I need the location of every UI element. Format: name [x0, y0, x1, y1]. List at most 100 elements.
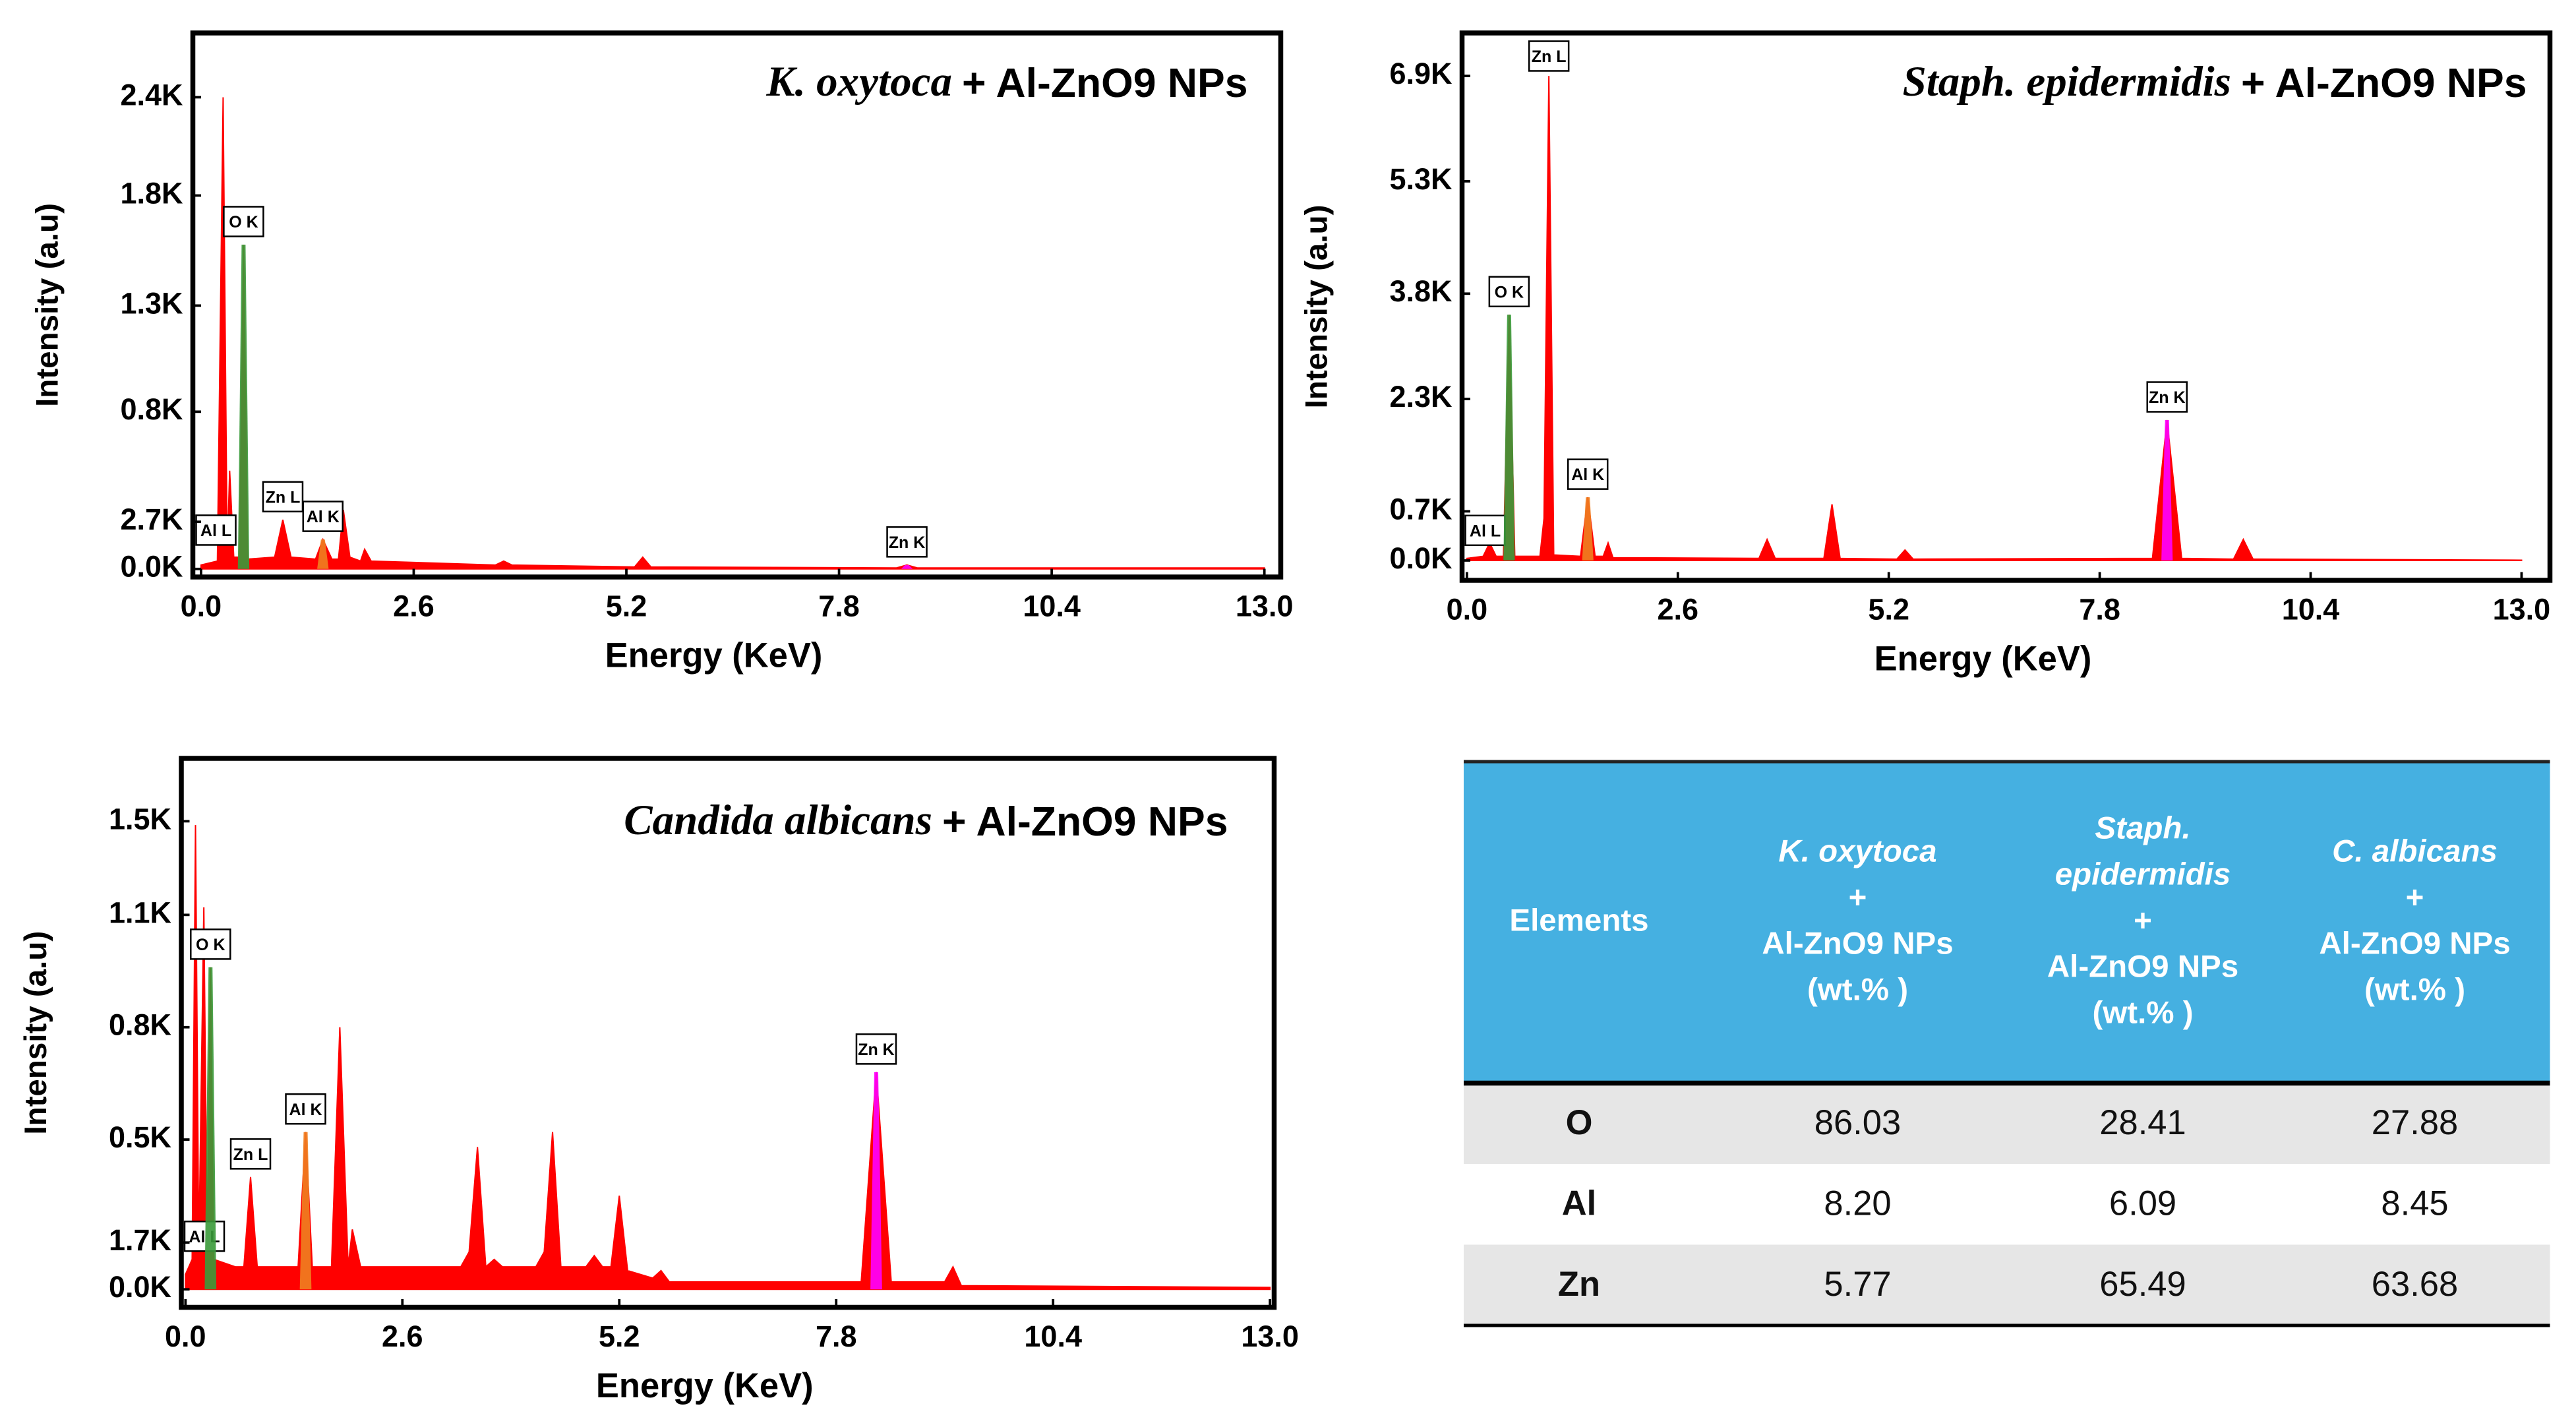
peak-label-box	[302, 501, 344, 532]
peak-label: O K	[1495, 283, 1524, 301]
table-header-cell: Al-ZnO9 NPs	[1762, 926, 1953, 961]
table-row-bg	[1464, 1244, 2550, 1325]
y-tick-label: 1.3K	[120, 286, 183, 320]
y-tick-label: 2.3K	[1389, 380, 1453, 413]
peak-label-box	[1488, 276, 1530, 307]
peak-label: O K	[229, 213, 258, 231]
y-tick-label: 2.7K	[120, 502, 183, 536]
table-cell: O	[1566, 1103, 1593, 1142]
y-tick-label: 0.7K	[1389, 492, 1453, 526]
y-tick-label: 0.8K	[109, 1008, 172, 1042]
peak-label: Zn K	[858, 1041, 895, 1059]
peak-label-box	[1528, 40, 1570, 72]
table-cell: 63.68	[2372, 1265, 2458, 1304]
peak-label-box	[229, 1138, 272, 1170]
peak-label: Al K	[1571, 466, 1604, 484]
title-sample: + Al-ZnO9 NPs	[962, 60, 1248, 106]
y-axis-label: Intensity (a.u)	[30, 203, 65, 407]
peak-fill	[237, 244, 250, 569]
plot-frame	[190, 30, 1284, 580]
y-tick-label: 5.3K	[1389, 162, 1453, 196]
table-header-cell: +	[2134, 903, 2152, 938]
peak-label-box	[886, 526, 928, 558]
table-header-cell: (wt.% )	[2364, 972, 2465, 1007]
x-tick-label: 7.8	[816, 1320, 857, 1353]
peak-fill	[2161, 419, 2173, 561]
y-tick-label: 2.4K	[120, 78, 183, 111]
peak-label: Zn K	[2149, 388, 2186, 407]
table-header-cell: (wt.% )	[2092, 995, 2193, 1030]
x-axis-label: Energy (KeV)	[1874, 639, 2092, 678]
x-tick-label: 13.0	[1236, 589, 1294, 622]
peak-fill	[317, 539, 329, 569]
y-tick-label: 0.8K	[120, 392, 183, 426]
table-header-cell: Staph.	[2095, 810, 2190, 845]
x-tick-label: 2.6	[382, 1320, 423, 1353]
spectrum	[200, 97, 1265, 570]
table-header-cell: C. albicans	[2332, 834, 2498, 868]
peak-label-box	[190, 928, 231, 960]
x-axis-label: Energy (KeV)	[605, 636, 823, 675]
y-axis-label: Intensity (a.u)	[18, 931, 53, 1135]
table-cell: 28.41	[2099, 1103, 2186, 1142]
peak-label-box	[1567, 458, 1609, 490]
peak-label: Zn K	[889, 533, 926, 552]
y-tick-label: 1.1K	[109, 896, 172, 929]
table-header-cell: Elements	[1509, 903, 1648, 938]
peak-fill	[204, 967, 217, 1290]
x-tick-label: 0.0	[165, 1320, 206, 1353]
y-tick-label: 1.8K	[120, 176, 183, 210]
table-cell: 86.03	[1814, 1103, 1901, 1142]
y-tick-label: 0.0K	[109, 1270, 172, 1304]
x-tick-label: 2.6	[393, 589, 434, 622]
x-tick-label: 0.0	[181, 589, 222, 622]
chart-title: K. oxytoca + Al-ZnO9 NPs	[765, 58, 1247, 106]
x-tick-label: 13.0	[2493, 592, 2551, 626]
x-tick-label: 2.6	[1658, 592, 1699, 626]
x-tick-label: 10.4	[2282, 592, 2340, 626]
x-axis-label: Energy (KeV)	[596, 1366, 814, 1405]
title-sample: + Al-ZnO9 NPs	[2241, 60, 2527, 106]
table-cell: 6.09	[2109, 1184, 2176, 1223]
peak-label: Al K	[307, 508, 340, 526]
table-header-cell: (wt.% )	[1807, 972, 1908, 1007]
title-sample: + Al-ZnO9 NPs	[942, 799, 1228, 845]
x-tick-label: 5.2	[599, 1320, 640, 1353]
table-header-cell: +	[1849, 880, 1867, 915]
table-header-cell: Al-ZnO9 NPs	[2047, 949, 2238, 984]
peak-label: Al K	[289, 1101, 322, 1119]
x-tick-label: 10.4	[1024, 1320, 1082, 1353]
peak-fill	[870, 1072, 882, 1290]
peak-fill	[1503, 315, 1515, 561]
y-tick-label: 1.7K	[109, 1223, 172, 1257]
table-header-cell: epidermidis	[2055, 857, 2231, 892]
peak-label-box	[223, 206, 264, 237]
peak-label-box	[855, 1033, 897, 1065]
table-header-cell: +	[2406, 880, 2424, 915]
y-axis-label: Intensity (a.u)	[1300, 205, 1334, 409]
y-tick-label: 1.5K	[109, 802, 172, 835]
table-cell: 65.49	[2099, 1265, 2186, 1304]
x-tick-label: 13.0	[1241, 1320, 1299, 1353]
spectrum	[1466, 76, 2523, 561]
peak-label: Zn L	[1532, 47, 1567, 66]
plot-frame	[179, 756, 1277, 1310]
x-tick-label: 7.8	[818, 589, 860, 622]
title-species: K. oxytoca	[765, 58, 952, 106]
chart-title: Candida albicans + Al-ZnO9 NPs	[624, 797, 1228, 845]
x-tick-label: 7.8	[2079, 592, 2120, 626]
x-tick-label: 10.4	[1023, 589, 1081, 622]
y-tick-label: 0.5K	[109, 1120, 172, 1154]
chart-title: Staph. epidermidis + Al-ZnO9 NPs	[1903, 58, 2527, 106]
table-cell: 27.88	[2372, 1103, 2458, 1142]
peak-label-box	[262, 481, 304, 513]
table-header-bg	[1464, 762, 2550, 1083]
peak-fill	[299, 1132, 312, 1290]
peak-label-box	[195, 514, 237, 546]
peak-label-box	[183, 1221, 225, 1252]
table-header-cell: K. oxytoca	[1778, 834, 1936, 868]
y-tick-label: 6.9K	[1389, 57, 1453, 90]
table-cell: Zn	[1558, 1265, 1600, 1304]
